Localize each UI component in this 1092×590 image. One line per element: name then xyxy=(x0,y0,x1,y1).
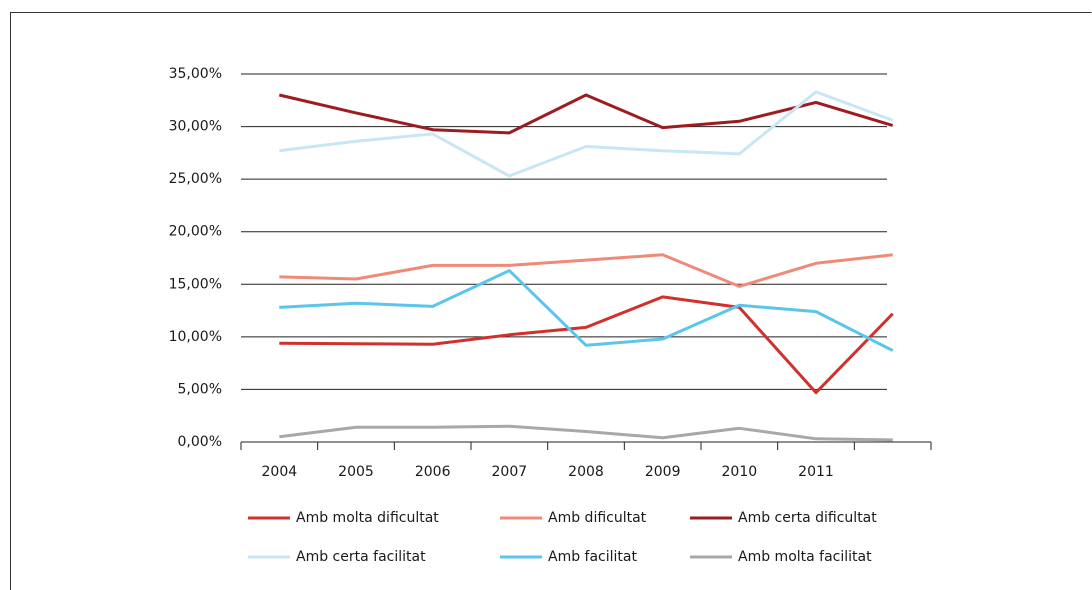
series-line xyxy=(279,90,894,178)
y-tick-label: 30,00% xyxy=(169,119,222,135)
legend-label: Amb certa facilitat xyxy=(296,549,426,565)
x-tick-label: 2010 xyxy=(722,464,758,480)
series-line xyxy=(279,295,894,395)
x-tick-label: 2008 xyxy=(568,464,604,480)
legend-label: Amb molta facilitat xyxy=(738,549,872,565)
y-tick-label: 10,00% xyxy=(169,329,222,345)
series-line xyxy=(278,93,894,135)
legend-label: Amb dificultat xyxy=(548,510,647,526)
series-line xyxy=(279,424,893,442)
x-tick-label: 2006 xyxy=(415,464,451,480)
series-line xyxy=(279,253,893,288)
x-tick-label: 2004 xyxy=(262,464,298,480)
legend-label: Amb molta dificultat xyxy=(296,510,439,526)
x-tick-label: 2007 xyxy=(492,464,528,480)
x-tick-label: 2011 xyxy=(798,464,834,480)
legend-label: Amb facilitat xyxy=(548,549,637,565)
x-tick-label: 2009 xyxy=(645,464,681,480)
y-tick-label: 15,00% xyxy=(169,276,222,292)
legend-label: Amb certa dificultat xyxy=(738,510,877,526)
y-tick-label: 25,00% xyxy=(169,171,222,187)
y-tick-label: 35,00% xyxy=(169,66,222,82)
x-tick-label: 2005 xyxy=(338,464,374,480)
series-line xyxy=(279,269,894,352)
y-tick-label: 5,00% xyxy=(178,381,222,397)
y-tick-label: 20,00% xyxy=(169,224,222,240)
frame xyxy=(10,12,1092,590)
y-tick-label: 0,00% xyxy=(178,434,222,450)
